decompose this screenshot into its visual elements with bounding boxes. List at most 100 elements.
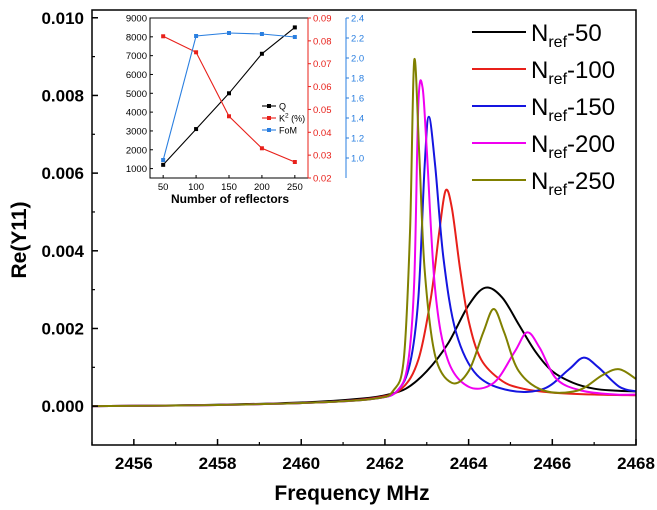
x-tick-label: 2456 [115, 454, 153, 473]
x-tick-label: 2468 [617, 454, 655, 473]
inset-legend-name: FoM [279, 126, 297, 136]
x-tick-label: 2458 [199, 454, 237, 473]
legend-subscript: ref [548, 71, 567, 88]
inset-legend-label: K2 (%) [279, 113, 305, 124]
inset-left-tick-label: 1000 [126, 164, 147, 175]
inset-legend: QK2 (%) FoM [262, 102, 305, 136]
legend-main: N [531, 131, 548, 158]
legend-main: N [531, 57, 548, 84]
legend-label: Nref-50 [531, 20, 602, 51]
inset-fom-tick-label: 2.0 [351, 54, 364, 65]
inset-point-k [194, 50, 199, 55]
inset-point-k [227, 114, 231, 119]
legend-suffix: -50 [567, 20, 602, 47]
y-tick-label: 0.004 [41, 242, 84, 261]
inset-legend-label: FoM [279, 126, 297, 136]
inset-legend-marker [267, 116, 271, 120]
inset-point-k [292, 160, 297, 164]
inset-point-q [161, 162, 166, 167]
inset-x-axis-label: Number of reflectors [171, 192, 289, 206]
x-tick-label: 2462 [366, 454, 404, 473]
inset-left-tick-label: 5000 [126, 89, 147, 100]
inset-point-fom [161, 158, 166, 162]
x-tick-label: 2466 [533, 454, 571, 473]
inset-point-k [161, 34, 166, 39]
legend-main: N [531, 94, 548, 121]
legend-label: Nref-250 [531, 168, 615, 199]
legend-suffix: -150 [567, 94, 615, 121]
inset-fom-tick-label: 2.2 [351, 34, 364, 45]
series-line-250 [91, 57, 637, 408]
inset-left-tick-label: 9000 [126, 14, 147, 25]
inset-fom-tick-label: 1.0 [351, 154, 364, 165]
inset-k2-tick-label: 0.04 [313, 128, 332, 139]
inset-left-tick-label: 4000 [126, 108, 147, 119]
inset-chart-marks: 1000 2000 3000 4000 5000 6000 7000 8000 9000 0.02… [126, 14, 364, 194]
inset-k2-tick-label: 0.09 [313, 14, 332, 25]
inset-point-k [259, 146, 264, 151]
inset-x-tick-label: 50 [158, 182, 169, 193]
inset-left-tick-label: 8000 [126, 32, 147, 43]
y-tick-label: 0.002 [41, 319, 84, 338]
legend-suffix: -250 [567, 168, 615, 195]
inset-point-q [259, 51, 264, 56]
legend-subscript: ref [548, 108, 567, 125]
legend-label: Nref-200 [531, 131, 615, 162]
inset-fom-tick-label: 1.2 [351, 134, 364, 145]
inset-x-tick-label: 150 [221, 182, 237, 193]
inset-left-tick-label: 6000 [126, 70, 147, 81]
legend-main: N [531, 168, 548, 195]
inset-k2-tick-label: 0.05 [313, 105, 332, 116]
inset-left-tick-label: 7000 [126, 51, 147, 62]
inset-fom-tick-label: 1.8 [351, 74, 364, 85]
inset-x-tick-label: 100 [188, 182, 204, 193]
inset-fom-tick-label: 1.4 [351, 114, 364, 125]
inset-legend-suffix: (%) [289, 114, 306, 124]
main-chart-marks: 2456 2458 2460 2462 2464 2466 2468 0.000 0.002 0.… [41, 9, 654, 473]
inset-left-tick-label: 2000 [126, 145, 147, 156]
y-tick-label: 0.000 [41, 397, 84, 416]
legend-subscript: ref [548, 182, 567, 199]
legend-main: N [531, 20, 548, 47]
inset-fom-tick-label: 1.6 [351, 94, 364, 105]
inset-point-q [292, 25, 297, 30]
inset-k2-tick-label: 0.08 [313, 36, 332, 47]
inset-fom-tick-label: 2.4 [351, 14, 364, 25]
inset-point-q [227, 91, 231, 96]
inset-k2-tick-label: 0.02 [313, 174, 332, 185]
inset-point-fom [227, 31, 231, 35]
legend-subscript: ref [548, 145, 567, 162]
y-tick-label: 0.008 [41, 86, 84, 105]
legend-subscript: ref [548, 34, 567, 51]
main-y-axis-label: Re(Y11) [8, 201, 31, 278]
inset-point-q [194, 127, 199, 132]
x-tick-label: 2464 [450, 454, 488, 473]
inset-legend-name: Q [279, 102, 286, 112]
inset-k2-tick-label: 0.06 [313, 82, 332, 93]
series-line-50 [91, 286, 637, 408]
inset-legend-label: Q [279, 102, 286, 112]
inset-k2-tick-label: 0.07 [313, 59, 332, 70]
main-x-axis-label: Frequency MHz [274, 482, 429, 505]
inset-point-fom [194, 34, 199, 38]
legend-label: Nref-150 [531, 94, 615, 125]
inset-legend-sup: 2 [285, 113, 289, 120]
inset-x-tick-label: 200 [254, 182, 270, 193]
inset-background [108, 12, 404, 208]
y-tick-label: 0.006 [41, 164, 84, 183]
inset-point-fom [259, 32, 264, 36]
legend-label: Nref-100 [531, 57, 615, 88]
legend-suffix: -200 [567, 131, 615, 158]
inset-legend-name: K [279, 114, 285, 124]
inset-point-fom [292, 35, 297, 39]
legend-suffix: -100 [567, 57, 615, 84]
inset-legend-marker [267, 128, 271, 132]
inset-legend-marker [267, 104, 271, 108]
inset-x-tick-label: 250 [287, 182, 303, 193]
y-tick-label: 0.010 [41, 9, 84, 28]
inset-left-tick-label: 3000 [126, 126, 147, 137]
inset-k2-tick-label: 0.03 [313, 151, 332, 162]
